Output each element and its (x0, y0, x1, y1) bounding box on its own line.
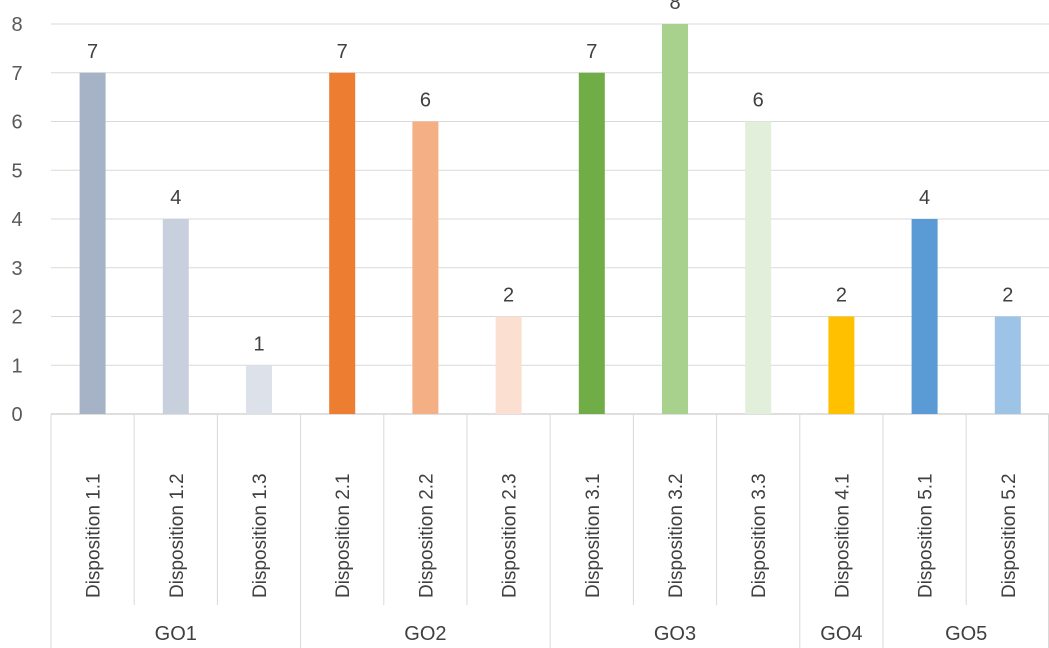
category-label: Disposition 2.2 (416, 473, 437, 598)
y-tick-label: 3 (11, 258, 22, 280)
category-label: Disposition 3.1 (583, 473, 604, 598)
bar (911, 219, 938, 414)
y-tick-label: 7 (11, 63, 22, 85)
y-tick-label: 1 (11, 355, 22, 377)
category-label: Disposition 3.3 (749, 473, 770, 598)
category-label: Disposition 4.1 (832, 473, 853, 598)
bar (994, 316, 1021, 414)
group-label: GO1 (155, 623, 197, 645)
bar (495, 316, 522, 414)
bar (246, 365, 272, 414)
category-label: Disposition 1.3 (250, 473, 271, 598)
category-label: Disposition 2.3 (500, 473, 521, 598)
y-tick-label: 4 (11, 209, 22, 231)
y-tick-label: 5 (11, 160, 22, 182)
category-label: Disposition 2.1 (333, 473, 354, 598)
data-label: 2 (1002, 285, 1013, 307)
data-label: 7 (87, 41, 98, 63)
bar (745, 121, 772, 414)
bar (412, 121, 439, 414)
y-tick-label: 0 (11, 404, 22, 426)
bar (828, 316, 855, 414)
data-label: 4 (170, 187, 181, 209)
data-label: 6 (753, 90, 764, 112)
bar (79, 72, 106, 414)
category-label: Disposition 5.1 (916, 473, 937, 598)
group-label: GO3 (654, 623, 696, 645)
data-label: 4 (919, 187, 930, 209)
group-label: GO5 (945, 623, 987, 645)
data-label: 7 (586, 41, 597, 63)
data-label: 2 (836, 285, 847, 307)
data-label: 1 (253, 333, 264, 355)
category-label: Disposition 1.1 (84, 473, 105, 598)
category-label: Disposition 3.2 (666, 473, 687, 598)
bar (329, 72, 356, 414)
y-tick-label: 2 (11, 307, 22, 329)
group-label: GO4 (820, 623, 862, 645)
bar (578, 72, 605, 414)
data-label: 6 (420, 90, 431, 112)
data-label: 7 (337, 41, 348, 63)
bar (662, 24, 688, 414)
category-label: Disposition 5.2 (999, 473, 1020, 598)
y-tick-label: 6 (11, 112, 22, 134)
data-label: 2 (503, 285, 514, 307)
data-label: 8 (669, 0, 680, 14)
group-label: GO2 (404, 623, 446, 645)
bar (162, 219, 189, 414)
y-tick-label: 8 (11, 14, 22, 36)
category-label: Disposition 1.2 (167, 473, 188, 598)
